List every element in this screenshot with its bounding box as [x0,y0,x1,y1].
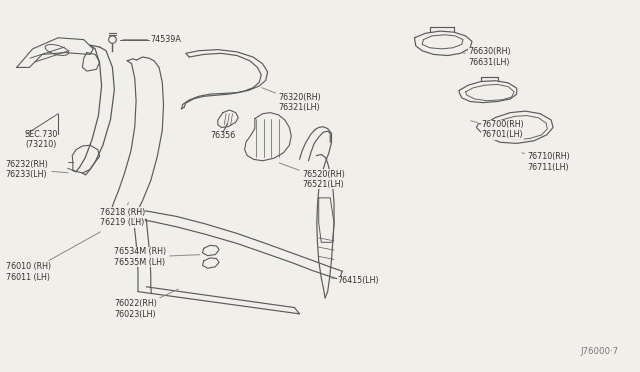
Text: 76700(RH)
76701(LH): 76700(RH) 76701(LH) [471,120,524,140]
Text: 76710(RH)
76711(LH): 76710(RH) 76711(LH) [522,152,570,171]
Text: 76630(RH)
76631(LH): 76630(RH) 76631(LH) [463,47,511,67]
Text: 76022(RH)
76023(LH): 76022(RH) 76023(LH) [115,289,179,319]
Text: J76000·7: J76000·7 [580,347,619,356]
Text: 76534M (RH)
76535M (LH): 76534M (RH) 76535M (LH) [115,247,200,267]
Text: 76356: 76356 [210,131,236,141]
Text: 76218 (RH)
76219 (LH): 76218 (RH) 76219 (LH) [100,203,145,227]
Text: 74539A: 74539A [123,35,182,44]
Text: 76415(LH): 76415(LH) [331,276,379,285]
Text: 76010 (RH)
76011 (LH): 76010 (RH) 76011 (LH) [6,232,100,282]
Text: SEC.730
(73210): SEC.730 (73210) [25,130,58,150]
Text: 76232(RH)
76233(LH): 76232(RH) 76233(LH) [6,160,68,179]
Text: 76320(RH)
76321(LH): 76320(RH) 76321(LH) [262,88,321,112]
Text: 76520(RH)
76521(LH): 76520(RH) 76521(LH) [279,163,345,189]
